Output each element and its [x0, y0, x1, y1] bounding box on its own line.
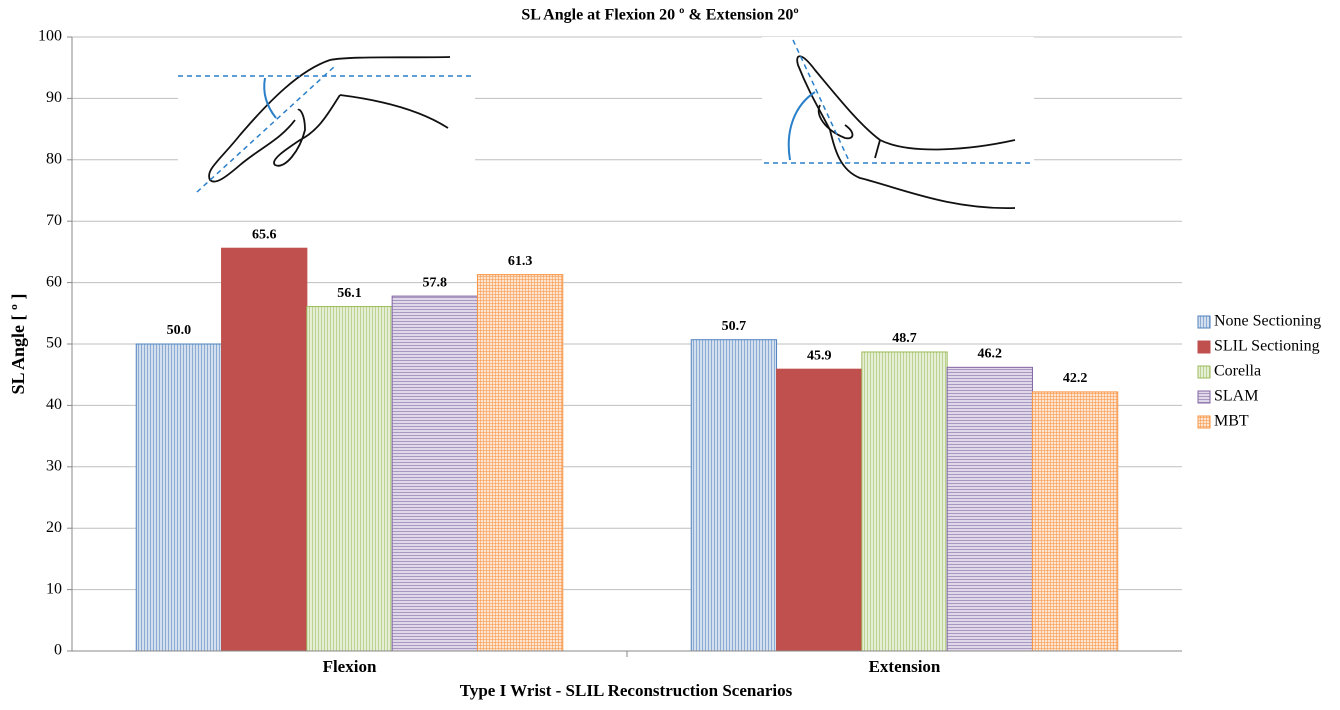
bar — [1031, 391, 1119, 652]
flexion-arc — [263, 77, 277, 119]
legend-swatch — [1197, 365, 1211, 379]
y-tick-label: 10 — [46, 580, 62, 597]
y-tick-label: 100 — [38, 28, 62, 45]
bar — [776, 368, 863, 652]
y-tick-label: 50 — [46, 335, 62, 352]
data-label: 48.7 — [892, 331, 917, 346]
bar — [306, 306, 393, 652]
bar — [135, 343, 223, 652]
y-tick-label: 20 — [46, 519, 62, 536]
bar — [391, 295, 478, 652]
bar — [476, 274, 564, 652]
legend-swatch — [1197, 340, 1211, 354]
legend-swatch — [1197, 315, 1211, 329]
y-tick-label: 30 — [46, 457, 62, 474]
legend-label: None Sectioning — [1214, 313, 1321, 330]
image-background — [762, 37, 1034, 212]
bar — [221, 247, 308, 652]
data-label: 57.8 — [423, 275, 448, 290]
legend-swatch — [1197, 415, 1211, 429]
y-tick-label: 0 — [54, 642, 62, 659]
legend-swatch — [1197, 390, 1211, 404]
x-tick-label: Flexion — [323, 657, 377, 676]
extension-hand — [796, 55, 1016, 209]
legend-label: Corella — [1214, 363, 1261, 380]
image-background — [178, 40, 475, 195]
legend-label: MBT — [1214, 413, 1249, 430]
flexion-axis — [196, 65, 336, 193]
bar — [690, 339, 778, 652]
y-tick-label: 40 — [46, 396, 62, 413]
bar — [861, 351, 948, 652]
chart-title: SL Angle at Flexion 20 º & Extension 20º — [521, 7, 798, 24]
data-label: 56.1 — [337, 286, 362, 301]
y-axis-title: SL Angle [ º ] — [8, 294, 28, 395]
x-axis-title: Type I Wrist - SLIL Reconstruction Scena… — [460, 681, 793, 700]
bar — [946, 366, 1033, 652]
extension-axis — [792, 39, 851, 164]
flexion-hand — [208, 56, 451, 183]
data-label: 45.9 — [807, 348, 832, 363]
y-tick-label: 70 — [46, 212, 62, 229]
x-tick-label: Extension — [869, 657, 941, 676]
data-label: 65.6 — [252, 227, 277, 242]
y-tick-label: 90 — [46, 89, 62, 106]
legend-label: SLIL Sectioning — [1214, 338, 1320, 355]
data-label: 61.3 — [508, 254, 533, 269]
data-label: 50.0 — [167, 323, 192, 338]
legend-label: SLAM — [1214, 388, 1258, 405]
data-label: 42.2 — [1063, 371, 1088, 386]
y-tick-label: 80 — [46, 150, 62, 167]
illustrations — [178, 37, 1034, 212]
data-label: 46.2 — [978, 347, 1003, 362]
y-tick-label: 60 — [46, 273, 62, 290]
extension-arc — [787, 91, 816, 161]
data-label: 50.7 — [722, 319, 747, 334]
bars: 50.0 65.6 56.1 57.8 61.3 50.7 45.9 48.7 46.2 42.2 — [135, 227, 1119, 652]
